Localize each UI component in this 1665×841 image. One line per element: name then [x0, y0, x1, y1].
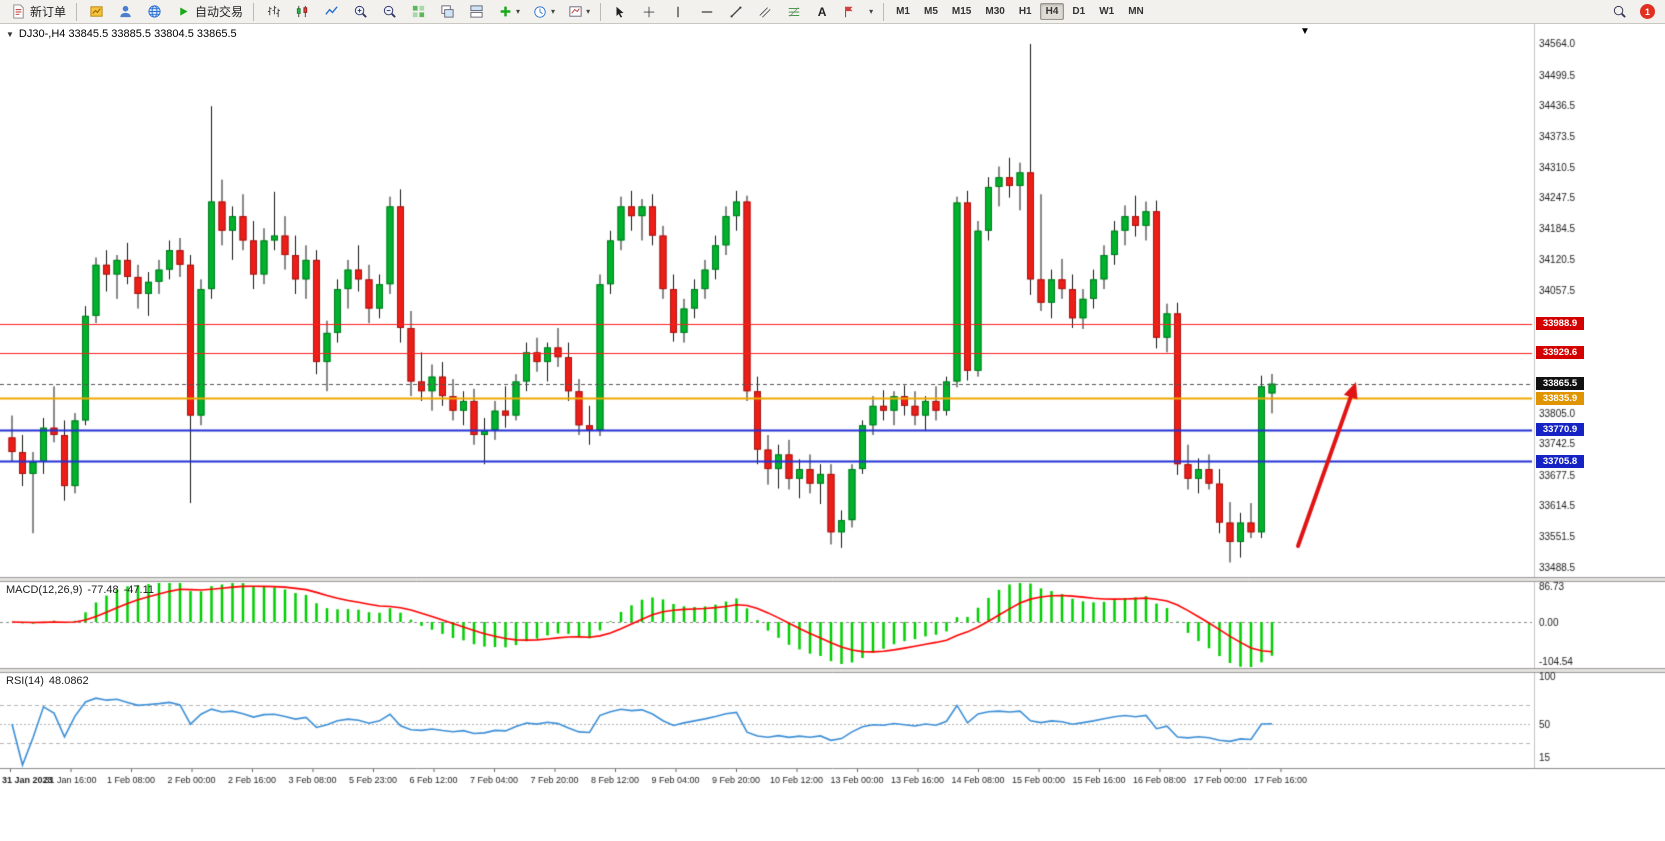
fibonacci-icon: [785, 3, 803, 21]
gold-chart-icon: [87, 3, 105, 21]
macd-indicator-label: MACD(12,26,9) -77.48 -47.11: [6, 584, 159, 596]
label-tool-button[interactable]: [836, 2, 864, 22]
line-chart-icon: [322, 3, 340, 21]
timeframe-button-d1[interactable]: D1: [1072, 6, 1086, 17]
chart-region: ▼ DJ30-,H4 33845.5 33885.5 33804.5 33865…: [0, 24, 1665, 841]
cascade-windows-button[interactable]: [433, 2, 461, 22]
autotrading-play-icon: [174, 3, 192, 21]
timeframe-button-mn[interactable]: MN: [1128, 6, 1144, 17]
price-chart-canvas[interactable]: [0, 24, 1665, 841]
text-tool-button[interactable]: A: [809, 2, 835, 22]
toolbar-separator: [883, 2, 885, 21]
macd-value-signal: -47.11: [123, 584, 154, 596]
chart-objects-dropdown-icon[interactable]: ▼: [6, 29, 14, 39]
fibonacci-tool-button[interactable]: [780, 2, 808, 22]
arrange-windows-icon: [467, 3, 485, 21]
profile-button[interactable]: [111, 2, 139, 22]
timeframe-toolbar: M1 M5 M15 M30 H1 H4 D1 W1 MN: [889, 3, 1151, 20]
market-button[interactable]: [140, 2, 168, 22]
macd-value-main: -77.48: [87, 584, 119, 596]
profile-icon: [116, 3, 134, 21]
indicators-button[interactable]: ▾: [491, 2, 525, 22]
channel-icon: [756, 3, 774, 21]
text-tool-icon: A: [817, 4, 827, 19]
chevron-down-icon: ▾: [516, 7, 521, 16]
shapes-dropdown-button[interactable]: ▾: [865, 2, 878, 22]
new-order-label: 新订单: [30, 5, 67, 19]
trendline-tool-button[interactable]: [722, 2, 750, 22]
notification-badge[interactable]: 1: [1640, 4, 1655, 19]
bar-chart-mode-button[interactable]: [259, 2, 287, 22]
chart-title: DJ30-,H4 33845.5 33885.5 33804.5 33865.5: [18, 28, 237, 40]
arrange-windows-button[interactable]: [462, 2, 490, 22]
toolbar-separator: [600, 2, 602, 21]
candlestick-mode-button[interactable]: [288, 2, 316, 22]
macd-name: MACD(12,26,9): [6, 584, 83, 596]
autotrading-button[interactable]: 自动交易: [169, 2, 248, 22]
search-icon: [1610, 3, 1628, 21]
timeframe-button-h4[interactable]: H4: [1039, 3, 1065, 20]
chart-title-box: ▼ DJ30-,H4 33845.5 33885.5 33804.5 33865…: [6, 28, 237, 40]
vertical-line-icon: [669, 3, 687, 21]
timeframe-button-h1[interactable]: H1: [1018, 6, 1032, 17]
toolbar-separator: [76, 2, 78, 21]
horizontal-line-tool-button[interactable]: [693, 2, 721, 22]
cursor-tool-button[interactable]: [606, 2, 634, 22]
bar-chart-icon: [264, 3, 282, 21]
chevron-down-icon: ▾: [551, 7, 556, 16]
horizontal-line-icon: [698, 3, 716, 21]
zoom-out-button[interactable]: [375, 2, 403, 22]
clock-icon: [531, 3, 549, 21]
label-flag-icon: [841, 3, 859, 21]
tile-windows-button[interactable]: [404, 2, 432, 22]
rsi-value: 48.0862: [48, 675, 89, 687]
add-indicator-icon: [496, 3, 514, 21]
crosshair-icon: [640, 3, 658, 21]
rsi-name: RSI(14): [6, 675, 44, 687]
trendline-icon: [727, 3, 745, 21]
globe-icon: [145, 3, 163, 21]
search-button[interactable]: [1605, 2, 1633, 22]
candlestick-icon: [293, 3, 311, 21]
crosshair-tool-button[interactable]: [635, 2, 663, 22]
timeframe-button-m5[interactable]: M5: [924, 6, 938, 17]
chevron-down-icon: ▾: [586, 7, 591, 16]
cursor-icon: [611, 3, 629, 21]
templates-button[interactable]: ▾: [561, 2, 595, 22]
timeframe-button-m1[interactable]: M1: [896, 6, 910, 17]
vertical-line-tool-button[interactable]: [664, 2, 692, 22]
template-chart-icon: [566, 3, 584, 21]
toolbar-separator: [253, 2, 255, 21]
channel-tool-button[interactable]: [751, 2, 779, 22]
cascade-windows-icon: [438, 3, 456, 21]
main-toolbar: 新订单 自动交易: [0, 0, 1665, 24]
charts-window-button[interactable]: [82, 2, 110, 22]
line-chart-mode-button[interactable]: [317, 2, 345, 22]
timeframe-button-m15[interactable]: M15: [951, 6, 972, 17]
periods-button[interactable]: ▾: [526, 2, 560, 22]
autotrading-label: 自动交易: [195, 5, 244, 19]
zoom-in-button[interactable]: [346, 2, 374, 22]
one-click-trading-arrow-icon[interactable]: ▼: [1300, 26, 1310, 37]
tile-windows-icon: [409, 3, 427, 21]
timeframe-button-m30[interactable]: M30: [985, 6, 1005, 17]
rsi-indicator-label: RSI(14) 48.0862: [6, 675, 94, 687]
new-order-icon: [9, 3, 27, 21]
new-order-button[interactable]: 新订单: [4, 2, 71, 22]
timeframe-button-w1[interactable]: W1: [1099, 6, 1115, 17]
zoom-out-icon: [380, 3, 398, 21]
chevron-down-icon: ▾: [869, 7, 874, 16]
zoom-in-icon: [351, 3, 369, 21]
